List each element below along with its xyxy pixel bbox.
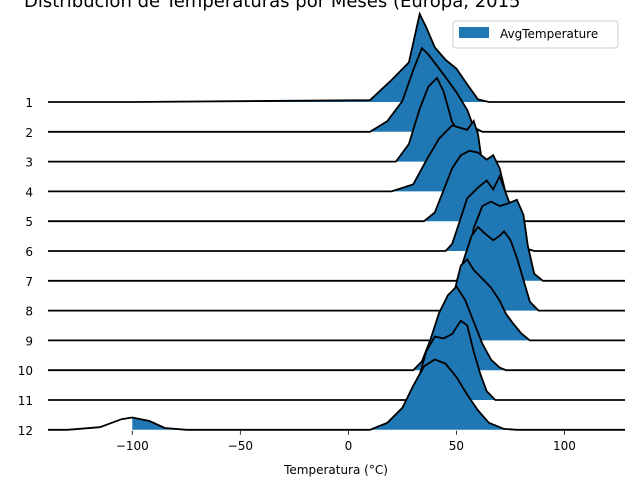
ridge-10 [48, 285, 625, 372]
ridge-line-8 [48, 225, 625, 312]
y-tick-label-4: 4 [25, 185, 33, 199]
ridge-3 [48, 76, 625, 163]
ridge-7 [48, 198, 625, 282]
x-tick-label-0: −100 [116, 439, 149, 453]
y-tick-label-9: 9 [25, 334, 33, 348]
ridge-line-9 [48, 257, 625, 342]
ridge-line-6 [48, 173, 625, 252]
ridge-mask-6 [48, 176, 625, 252]
legend-swatch [459, 27, 489, 38]
ridge-line-10 [48, 285, 625, 372]
ridge-mask-8 [48, 227, 625, 312]
ridge-mask-3 [48, 78, 625, 163]
ridge-1 [48, 11, 625, 103]
y-tick-label-5: 5 [25, 215, 33, 229]
ridge-line-12 [48, 358, 625, 431]
y-tick-label-11: 11 [18, 394, 33, 408]
x-tick-label-1: −50 [228, 439, 253, 453]
ridge-mask-2 [48, 48, 625, 133]
ridge-mask-9 [48, 259, 625, 342]
legend: AvgTemperature [452, 20, 619, 49]
ridge-line-1 [48, 11, 625, 103]
chart-title: Distribución de Temperaturas por Meses (… [24, 0, 521, 12]
y-tick-label-7: 7 [25, 275, 33, 289]
ridge-fill-1 [132, 14, 489, 102]
y-tick-label-1: 1 [25, 96, 33, 110]
ridge-line-7 [48, 198, 625, 282]
x-tick-label-3: 50 [449, 439, 464, 453]
x-axis: −100 −50 0 50 100 [116, 430, 576, 453]
y-tick-label-10: 10 [18, 364, 33, 378]
y-tick-label-8: 8 [25, 305, 33, 319]
legend-frame [452, 20, 619, 49]
ridge-mask-11 [48, 320, 625, 401]
y-tick-label-2: 2 [25, 126, 33, 140]
ridge-8 [48, 225, 625, 312]
ridge-9 [48, 257, 625, 342]
x-tick-label-4: 100 [553, 439, 576, 453]
ridge-2 [48, 46, 625, 133]
ridge-mask-7 [48, 199, 625, 282]
ridge-mask-10 [48, 286, 625, 372]
ridge-line-11 [48, 319, 625, 401]
x-tick-label-2: 0 [345, 439, 353, 453]
y-tick-label-12: 12 [18, 424, 33, 438]
y-tick-label-6: 6 [25, 245, 33, 259]
ridge-6 [48, 173, 625, 252]
ridge-fill-12 [132, 359, 517, 430]
y-tick-label-3: 3 [25, 156, 33, 170]
ridges-group [48, 11, 625, 431]
ridge-11 [48, 319, 625, 401]
ridge-line-2 [48, 46, 625, 133]
ridge-line-3 [48, 76, 625, 163]
legend-label: AvgTemperature [500, 27, 598, 41]
ridge-12 [48, 358, 625, 431]
x-axis-label: Temperatura (°C) [283, 463, 388, 477]
